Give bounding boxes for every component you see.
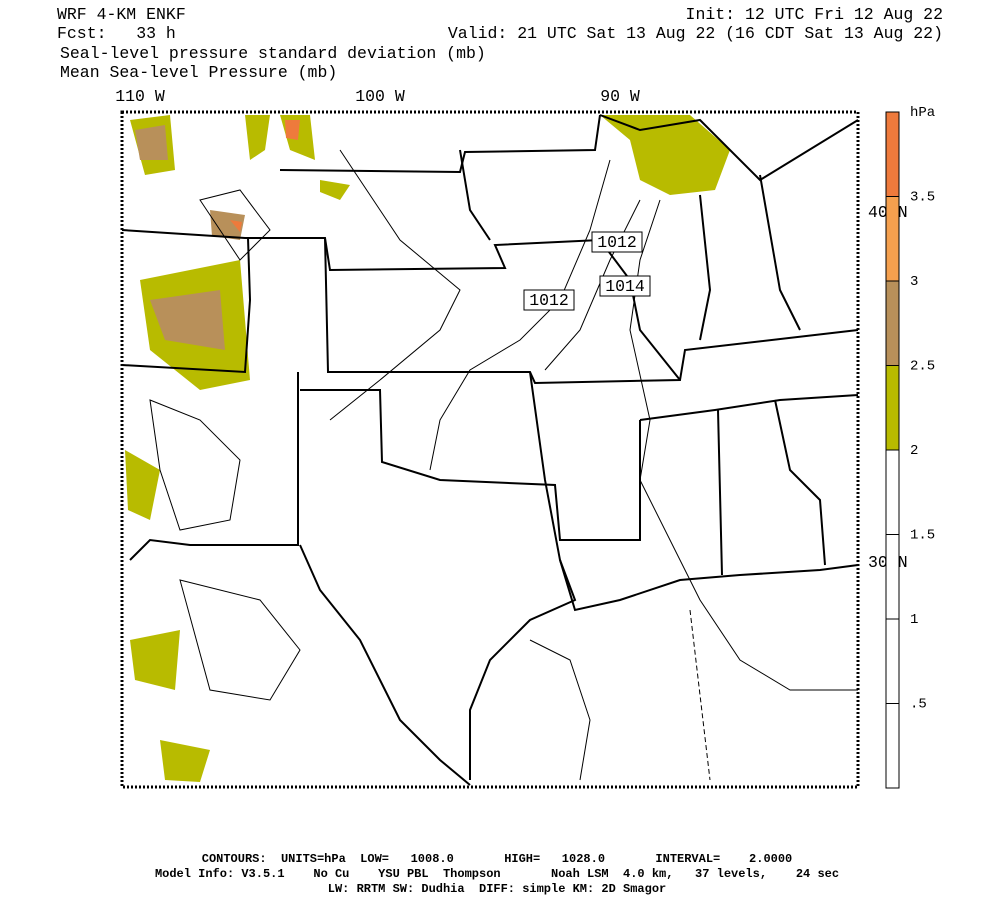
colorbar: hPa 3.532.521.51.5: [885, 105, 935, 789]
contour-label: 1014: [605, 277, 645, 296]
colorbar-band: [886, 196, 899, 281]
state-borders: [121, 114, 859, 786]
valid-time: Valid: 21 UTC Sat 13 Aug 22 (16 CDT Sat …: [448, 24, 943, 43]
field-name: Seal-level pressure standard deviation (…: [60, 44, 486, 63]
colorbar-label: 1: [910, 612, 918, 628]
colorbar-band: [886, 365, 899, 450]
longitude-label: 90 W: [600, 87, 640, 106]
longitude-label: 100 W: [355, 87, 405, 106]
model-info: Model Info: V3.5.1 No Cu YSU PBL Thompso…: [155, 867, 839, 881]
longitude-label: 110 W: [115, 87, 165, 106]
physics-info: LW: RRTM SW: Dudhia DIFF: simple KM: 2D …: [328, 882, 666, 896]
map: 1012 1012 1014 110 W 100 W 90 W 40 N 30 …: [115, 87, 908, 789]
footer: CONTOURS: UNITS=hPa LOW= 1008.0 HIGH= 10…: [155, 852, 839, 896]
colorbar-band: [886, 281, 899, 366]
init-time: Init: 12 UTC Fri 12 Aug 22: [686, 5, 943, 24]
contour-info: CONTOURS: UNITS=hPa LOW= 1008.0 HIGH= 10…: [202, 852, 793, 866]
colorbar-label: .5: [910, 697, 927, 713]
colorbar-label: 3: [910, 274, 918, 290]
colorbar-label: 3.5: [910, 190, 935, 206]
field-name: Mean Sea-level Pressure (mb): [60, 63, 337, 82]
header: WRF 4-KM ENKF Init: 12 UTC Fri 12 Aug 22…: [57, 5, 943, 82]
colorbar-label: 2: [910, 443, 918, 459]
contour-labels: 1012 1012 1014: [523, 231, 651, 311]
shading: [125, 115, 730, 782]
colorbar-label: 2.5: [910, 359, 935, 375]
colorbar-label: 1.5: [910, 528, 935, 544]
colorbar-band: [886, 112, 899, 197]
forecast-hour: Fcst: 33 h: [57, 24, 176, 43]
contour-label: 1012: [529, 291, 569, 310]
colorbar-unit: hPa: [910, 105, 935, 121]
model-name: WRF 4-KM ENKF: [57, 5, 186, 24]
contour-label: 1012: [597, 233, 637, 252]
map-frame: [120, 110, 860, 789]
